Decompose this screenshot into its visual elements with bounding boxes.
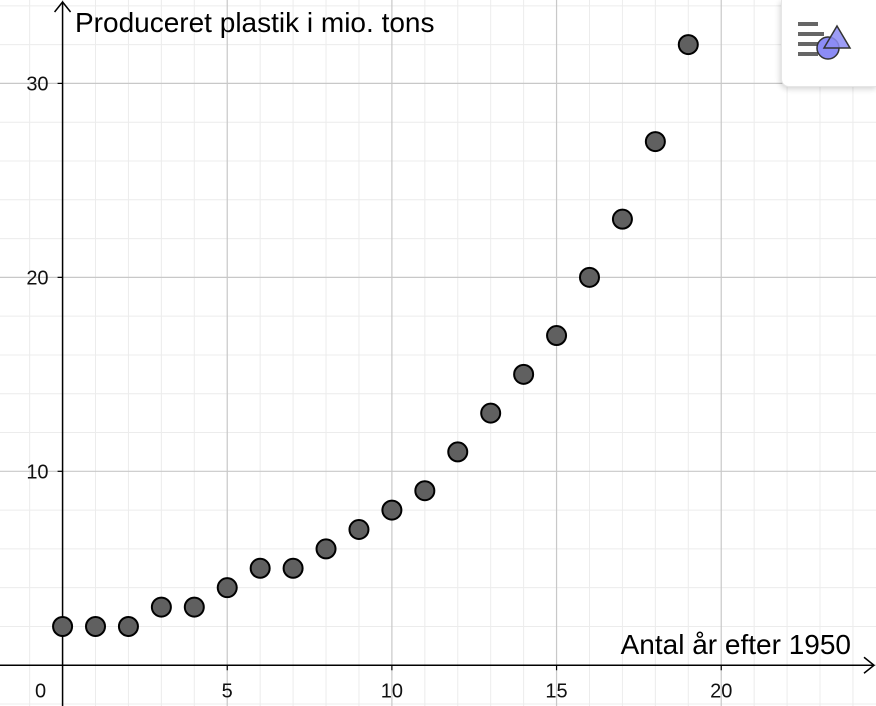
y-tick-labels: 10 20 30 [26, 73, 63, 483]
data-point[interactable] [611, 208, 633, 230]
x-tick-label: 15 [545, 680, 567, 702]
data-point[interactable] [315, 538, 337, 560]
x-tick-label: 10 [381, 680, 403, 702]
data-point[interactable] [85, 615, 107, 637]
data-point[interactable] [249, 557, 271, 579]
y-tick-label: 20 [26, 267, 48, 289]
data-point[interactable] [677, 34, 699, 56]
data-point[interactable] [414, 480, 436, 502]
data-point[interactable] [348, 519, 370, 540]
style-bar-icon [798, 22, 852, 60]
x-tick-label: 5 [222, 680, 233, 702]
data-point[interactable] [513, 363, 535, 385]
data-point[interactable] [480, 402, 502, 424]
x-tick-labels: 0 5 10 15 20 [35, 665, 732, 702]
data-point[interactable] [52, 615, 74, 637]
data-point[interactable] [282, 557, 304, 579]
data-points[interactable] [52, 34, 699, 637]
data-point[interactable] [216, 577, 238, 599]
data-point[interactable] [381, 499, 403, 521]
data-point[interactable] [546, 325, 568, 347]
y-tick-label: 30 [26, 73, 48, 95]
x-tick-label: 0 [35, 680, 46, 702]
x-tick-label: 20 [710, 680, 732, 702]
y-axis-arrow [53, 0, 72, 13]
data-point[interactable] [644, 131, 666, 153]
style-bar-toggle-button[interactable] [781, 0, 876, 87]
y-axis-title: Produceret plastik i mio. tons [75, 7, 435, 38]
x-axis-arrow [863, 656, 876, 674]
y-tick-label: 10 [26, 461, 48, 483]
data-point[interactable] [183, 596, 205, 618]
data-point[interactable] [150, 596, 172, 618]
data-point[interactable] [578, 266, 600, 288]
data-point[interactable] [117, 615, 139, 637]
x-axis-title: Antal år efter 1950 [621, 629, 851, 660]
data-point[interactable] [447, 441, 469, 463]
